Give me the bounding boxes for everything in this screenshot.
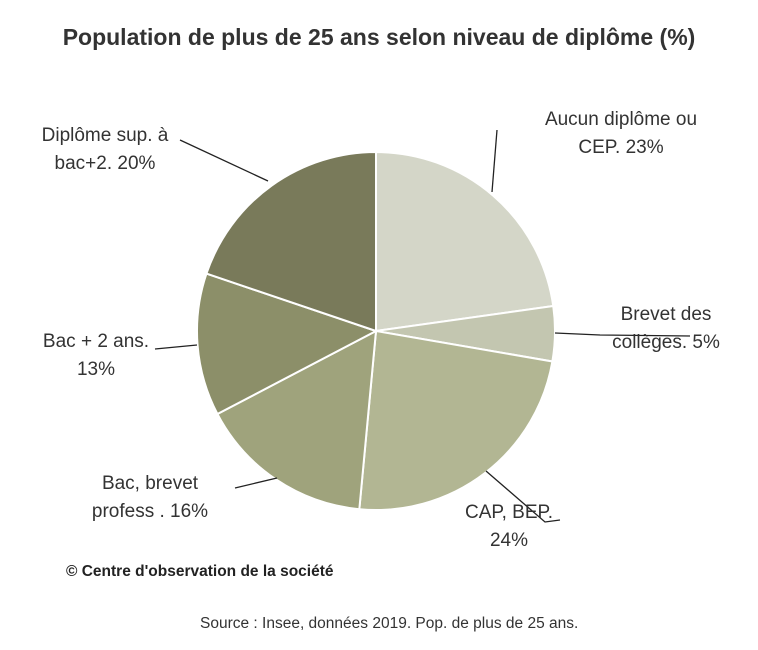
source-note: Source : Insee, données 2019. Pop. de pl… [200,615,579,632]
leader-line-3 [234,477,278,489]
slice-label-2: CAP, BEP. 24% [465,502,553,551]
slice-label-line: Bac, brevet [102,473,199,494]
pie-slice-4 [196,272,379,416]
slice-label-line: Aucun diplôme ou [545,109,697,130]
slice-label-3: Bac, brevet profess . 16% [92,473,208,522]
slice-label-line: Diplôme sup. à [42,125,169,146]
slice-label-line: CEP. 23% [578,137,663,158]
pie-slice-0 [375,150,555,333]
slice-label-line: Bac + 2 ans. [43,331,149,352]
slice-label-line: 13% [77,359,115,380]
chart-title: Population de plus de 25 ans selon nivea… [62,24,696,50]
leader-line-1 [554,332,691,337]
slice-label-line: profess . 16% [92,501,208,522]
slice-label-4: Bac + 2 ans. 13% [43,331,149,380]
leader-line-5 [179,139,269,182]
slice-label-0: Aucun diplôme ou CEP. 23% [545,109,697,158]
slice-label-5: Diplôme sup. à bac+2. 20% [42,125,169,174]
copyright-note: © Centre d'observation de la société [66,563,334,580]
slice-label-line: bac+2. 20% [55,153,156,174]
leader-line-2 [485,470,561,523]
pie-slice-3 [216,329,378,511]
slice-label-line: CAP, BEP. [465,502,553,523]
pie-slice-5 [205,150,377,333]
slice-label-line: 24% [490,530,528,551]
pie-slice-2 [358,329,554,511]
slice-label-line: Brevet des [621,304,712,325]
slice-label-line: collèges. 5% [612,332,720,353]
slice-label-1: Brevet des collèges. 5% [612,304,720,353]
leader-line-4 [154,344,198,350]
leader-line-0 [491,129,498,193]
